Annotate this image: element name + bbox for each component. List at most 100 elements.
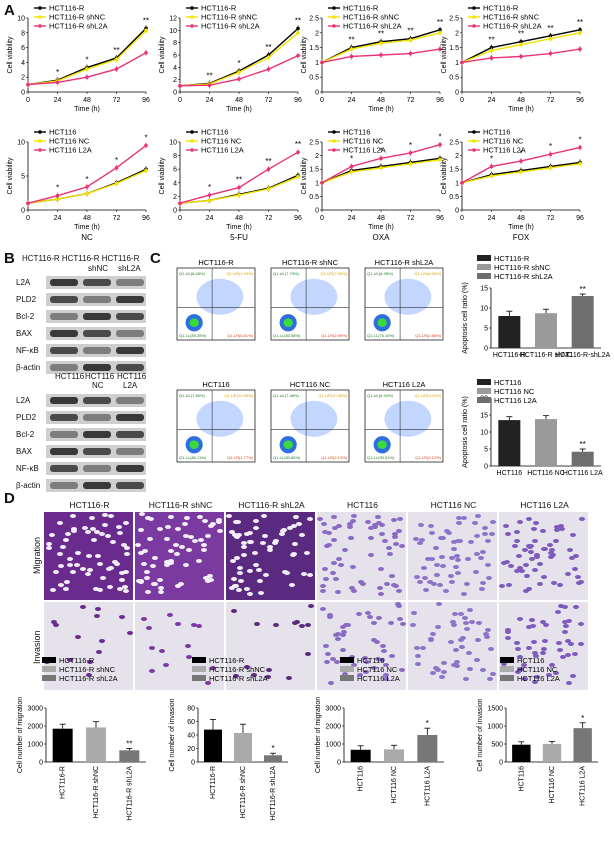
wb-bot-blot-strip — [46, 479, 146, 492]
flow-cytometry-panel-c: HCT116-R Q1-UL(6.48%) Q1-UR(1.09%) Q1-LL(83… — [176, 254, 611, 477]
x-tick-label: HCT116-R shNC — [93, 766, 100, 818]
cell-spot — [159, 649, 166, 654]
wb-top-header: HCT116-R HCT116-R HCT116-R — [22, 254, 140, 263]
cell-spot — [570, 674, 577, 679]
cell-spot — [537, 562, 544, 567]
cell-spot — [450, 623, 457, 628]
cell-spot — [531, 680, 538, 685]
data-point — [237, 193, 241, 197]
wb-bot-row-label: L2A — [16, 396, 31, 405]
cell-spot — [469, 620, 476, 625]
legend-label: HCT116 NC — [357, 665, 398, 674]
cell-spot — [186, 654, 193, 659]
cell-spot — [296, 522, 303, 527]
data-point — [519, 54, 523, 59]
cell-spot — [123, 546, 130, 551]
y-tick-label: 2.5 — [309, 16, 319, 23]
cell-spot — [528, 617, 535, 622]
line-chart-3: 0 0.5 1 1.5 2 2.5 0 24 48 72 96 Time (h) Cell viabil… — [301, 4, 444, 114]
legend-label: HCT116-R shL2A — [59, 674, 118, 683]
cell-spot — [380, 648, 387, 653]
cell-spot — [505, 531, 512, 536]
wb-bot-header-1: HCT116 — [55, 372, 85, 381]
x-tick-label: 72 — [113, 215, 121, 222]
cell-spot — [516, 654, 523, 659]
y-tick-label: 1 — [315, 180, 319, 187]
cell-spot — [575, 575, 582, 580]
wb-bot-row-label: PLD2 — [16, 413, 37, 422]
significance-marker: ** — [547, 24, 553, 33]
cell-spot — [414, 645, 421, 650]
cell-spot — [482, 526, 489, 531]
blot-band — [50, 347, 78, 354]
flow-title: HCT116-R shNC — [282, 258, 339, 267]
blot-band — [83, 397, 111, 404]
panel-letter-b: B — [4, 250, 15, 267]
cell-spot — [527, 550, 534, 555]
cell-spot — [556, 648, 563, 653]
significance-marker: * — [426, 719, 429, 728]
cell-spot — [516, 565, 523, 570]
cell-spot — [46, 542, 53, 547]
legend-label: HCT116-R shL2A — [49, 22, 108, 31]
cell-spot — [186, 548, 192, 553]
cell-spot — [399, 667, 406, 672]
wb-bot-header-2: HCT116 — [85, 372, 115, 381]
legend-label: HCT116 NC — [517, 665, 558, 674]
cell-spot — [46, 546, 53, 551]
cell-spot — [516, 553, 523, 558]
cell-spot — [349, 519, 356, 524]
cell-scatter — [196, 278, 244, 315]
legend-label: HCT116 L2A — [357, 674, 400, 683]
cell-spot — [552, 670, 559, 675]
cell-spot — [373, 639, 380, 644]
cell-spot — [201, 547, 208, 552]
significance-marker: * — [549, 142, 552, 151]
x-tick-label: 0 — [26, 97, 30, 104]
x-tick-label: 48 — [235, 97, 243, 104]
panel-letter-c: C — [150, 250, 161, 267]
cell-spot — [556, 583, 563, 588]
data-point — [408, 51, 413, 56]
cell-spot — [168, 560, 175, 565]
wb-top-blot-strip — [46, 344, 146, 357]
cell-spot — [450, 619, 457, 624]
blot-band — [50, 279, 78, 286]
y-tick-label: 4 — [21, 60, 25, 67]
y-tick-label: 0 — [484, 346, 488, 353]
cell-spot — [262, 573, 269, 578]
x-axis-label: Time (h) — [226, 224, 252, 231]
cell-spot — [140, 562, 147, 567]
cell-spot — [86, 660, 93, 665]
cell-spot — [228, 585, 235, 590]
cell-spot — [540, 546, 547, 551]
bar — [204, 729, 222, 762]
x-tick-label: HCT116-R — [210, 766, 217, 799]
flow-plot-bottom-2: HCT116 NC Q1-UL(7.48%) Q1-UR(10.35%) Q1-LL(… — [270, 380, 350, 463]
cell-spot — [327, 680, 334, 685]
cell-spot — [157, 585, 164, 590]
data-point — [266, 167, 271, 171]
cell-spot — [573, 553, 580, 558]
cell-spot — [467, 667, 474, 672]
cell-spot — [138, 512, 145, 517]
q-ur: Q1-UR(1.09%) — [227, 271, 254, 276]
cell-spot — [137, 550, 144, 555]
cell-spot — [451, 663, 458, 668]
cell-spot — [482, 631, 489, 636]
cell-spot — [253, 518, 260, 523]
cell-spot — [207, 523, 214, 528]
cell-spot — [167, 613, 174, 618]
cell-spot — [380, 644, 387, 649]
cell-spot — [411, 611, 418, 616]
q-ul: Q1-UL(6.34%) — [367, 393, 393, 398]
significance-marker: * — [115, 156, 118, 165]
cell-spot — [208, 578, 215, 583]
bar — [264, 755, 282, 762]
cell-spot — [163, 663, 170, 668]
cell-spot — [563, 624, 570, 628]
cell-spot — [430, 581, 437, 586]
data-point — [519, 42, 523, 47]
cell-spot — [452, 565, 459, 570]
